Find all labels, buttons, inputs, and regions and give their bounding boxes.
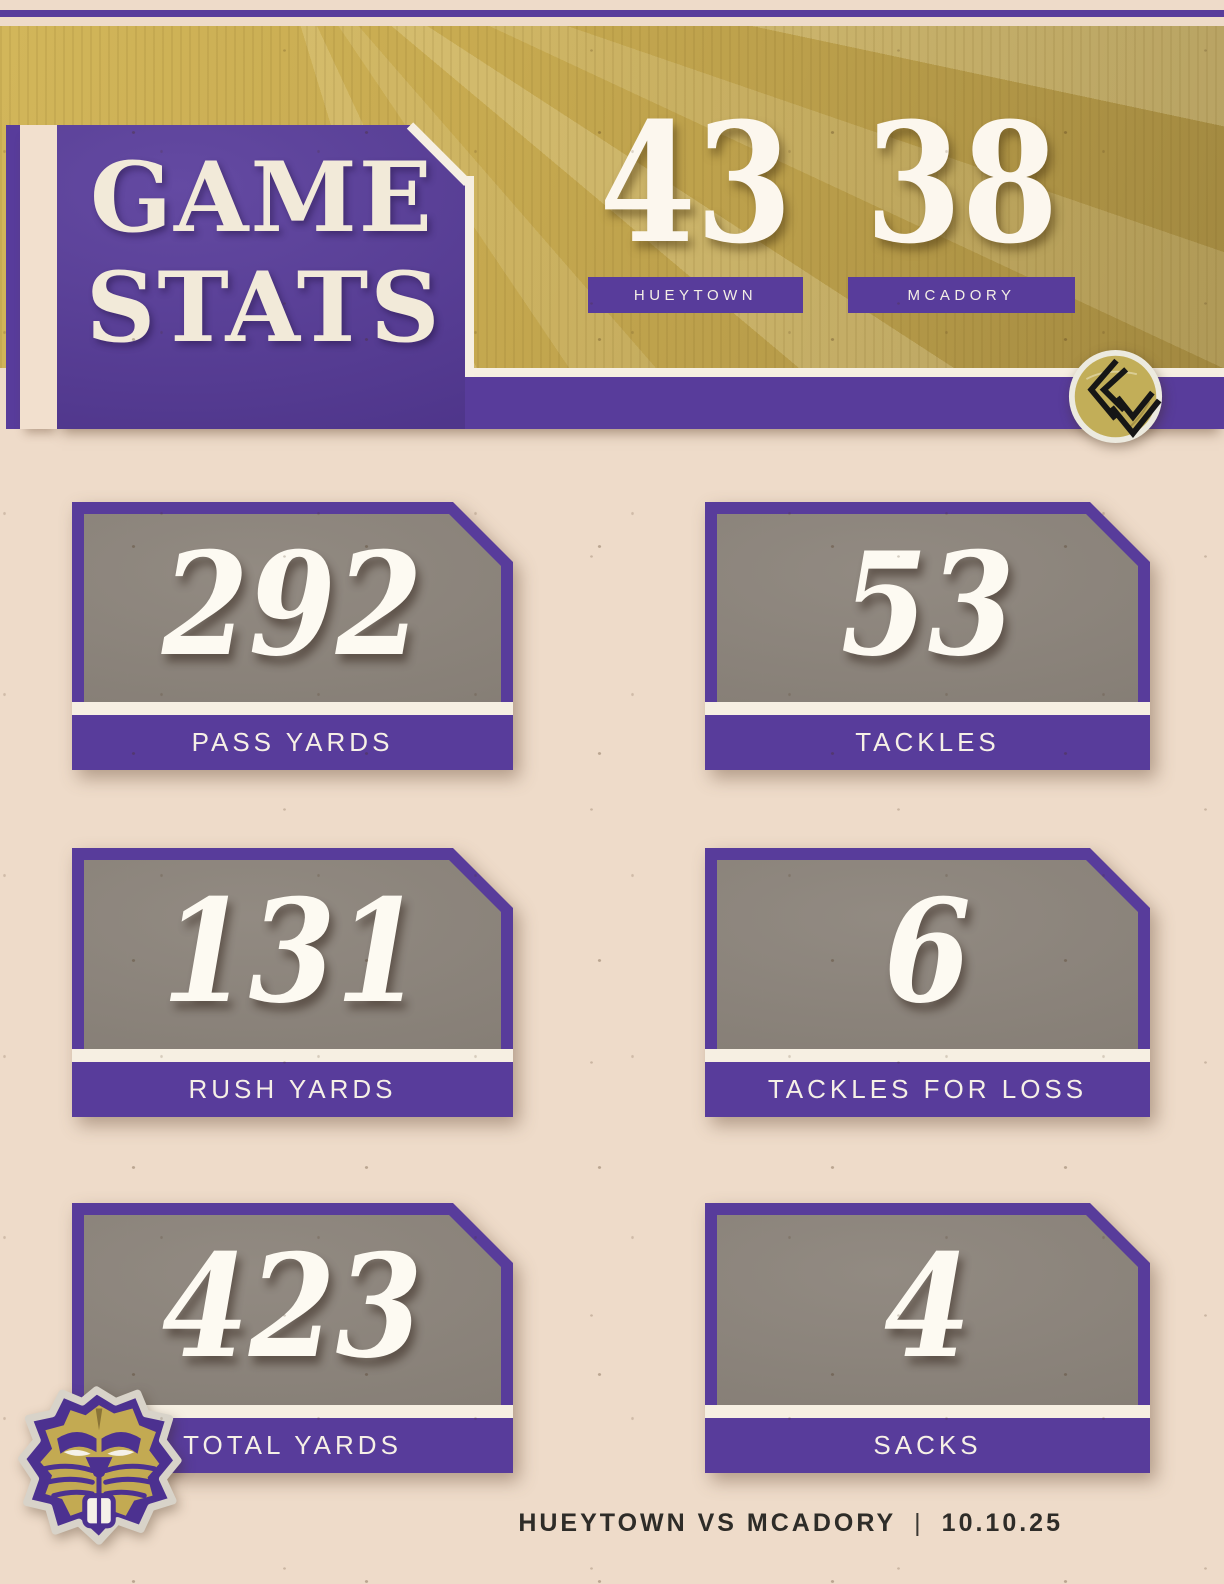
- score-right-value: 38: [865, 85, 1058, 280]
- stat-label: PASS YARDS: [72, 715, 513, 770]
- top-rule-bar: [0, 10, 1224, 17]
- card-panel: 131: [84, 860, 501, 1049]
- card-divider: [705, 702, 1150, 715]
- title-block-edge-line: [465, 176, 474, 377]
- header-divider-line: [458, 368, 1224, 377]
- footer-separator: |: [914, 1509, 924, 1537]
- stat-value: 423: [162, 1224, 423, 1390]
- score-left-value: 43: [599, 85, 792, 280]
- card-divider: [705, 1405, 1150, 1418]
- poster-title-line1: GAME: [90, 141, 434, 254]
- title-block: [57, 125, 465, 429]
- beaver-mascot-icon: [14, 1380, 184, 1556]
- stat-value: 4: [884, 1224, 971, 1390]
- stat-value: 53: [840, 522, 1015, 688]
- stat-value: 131: [162, 868, 423, 1035]
- stat-value: 6: [884, 868, 971, 1035]
- stat-card-tackles: 53 TACKLES: [705, 502, 1150, 770]
- stat-label: TACKLES FOR LOSS: [705, 1062, 1150, 1117]
- stat-card-pass-yards: 292 PASS YARDS: [72, 502, 513, 770]
- team-name-left: HUEYTOWN: [588, 277, 803, 313]
- card-divider: [72, 1049, 513, 1062]
- double-chevron-sticker-icon: [1067, 348, 1164, 445]
- poster-title-line2: STATS: [86, 251, 442, 364]
- card-panel: 6: [717, 860, 1138, 1049]
- stat-label: TACKLES: [705, 715, 1150, 770]
- stat-value: 292: [162, 522, 423, 688]
- card-panel: 423: [84, 1215, 501, 1405]
- footer-date: 10.10.25: [941, 1509, 1063, 1537]
- team-name-right: MCADORY: [848, 277, 1075, 313]
- left-cream-stripe: [20, 125, 60, 429]
- stat-label: SACKS: [705, 1418, 1150, 1473]
- card-panel: 292: [84, 514, 501, 702]
- card-panel: 4: [717, 1215, 1138, 1405]
- card-panel: 53: [717, 514, 1138, 702]
- stat-label: RUSH YARDS: [72, 1062, 513, 1117]
- card-divider: [72, 702, 513, 715]
- stat-card-sacks: 4 SACKS: [705, 1203, 1150, 1473]
- score-left: 43: [588, 86, 803, 280]
- stat-card-total-yards: 423 TOTAL YARDS: [72, 1203, 513, 1473]
- footer-matchup-line: HUEYTOWN VS MCADORY | 10.10.25: [518, 1509, 1063, 1538]
- stat-card-rush-yards: 131 RUSH YARDS: [72, 848, 513, 1117]
- footer-matchup: HUEYTOWN VS MCADORY: [518, 1509, 897, 1537]
- stat-card-tackles-for-loss: 6 TACKLES FOR LOSS: [705, 848, 1150, 1117]
- left-accent-stripe: [6, 125, 20, 429]
- score-right: 38: [848, 86, 1075, 280]
- card-divider: [705, 1049, 1150, 1062]
- card-divider: [72, 1405, 513, 1418]
